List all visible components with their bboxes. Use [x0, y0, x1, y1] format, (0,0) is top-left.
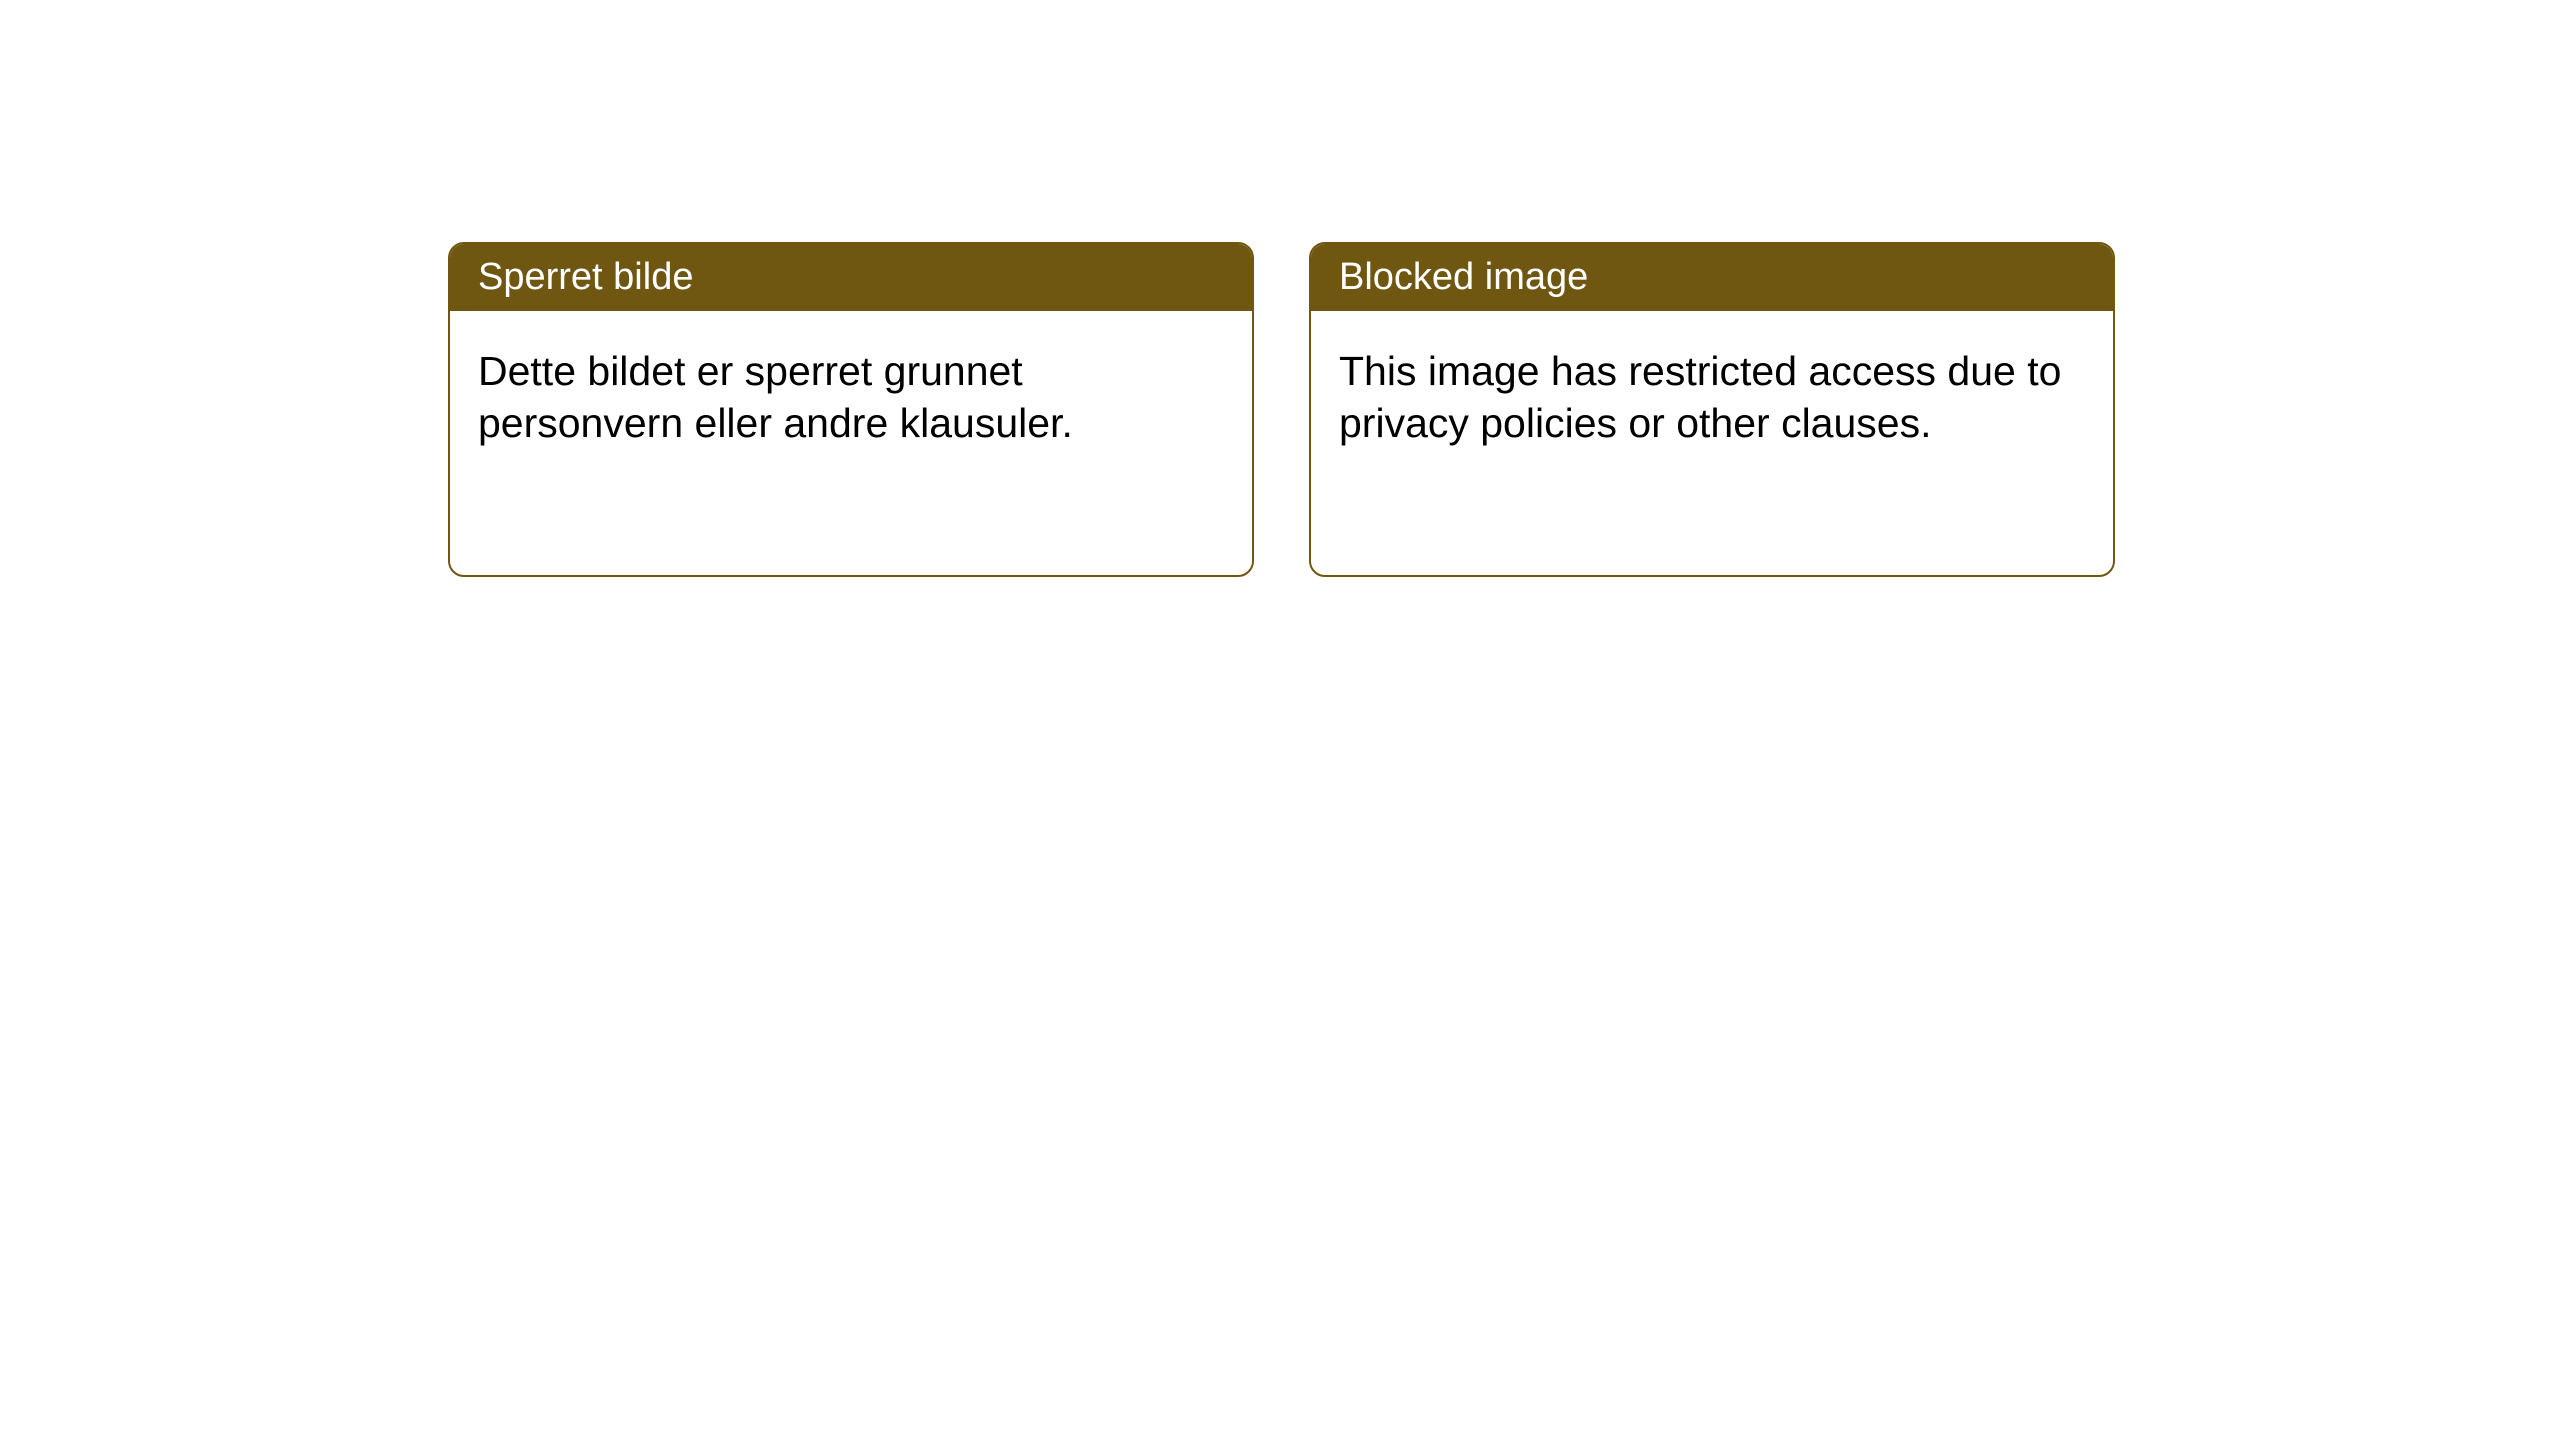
- card-title: Sperret bilde: [478, 256, 693, 298]
- card-body: Dette bildet er sperret grunnet personve…: [450, 311, 1252, 484]
- card-title: Blocked image: [1339, 256, 1588, 298]
- blocked-image-card-no: Sperret bilde Dette bildet er sperret gr…: [448, 242, 1254, 577]
- card-container: Sperret bilde Dette bildet er sperret gr…: [448, 242, 2115, 577]
- card-header: Sperret bilde: [450, 244, 1252, 311]
- card-header: Blocked image: [1311, 244, 2113, 311]
- card-body-text: This image has restricted access due to …: [1339, 348, 2061, 446]
- card-body-text: Dette bildet er sperret grunnet personve…: [478, 348, 1073, 446]
- card-body: This image has restricted access due to …: [1311, 311, 2113, 484]
- blocked-image-card-en: Blocked image This image has restricted …: [1309, 242, 2115, 577]
